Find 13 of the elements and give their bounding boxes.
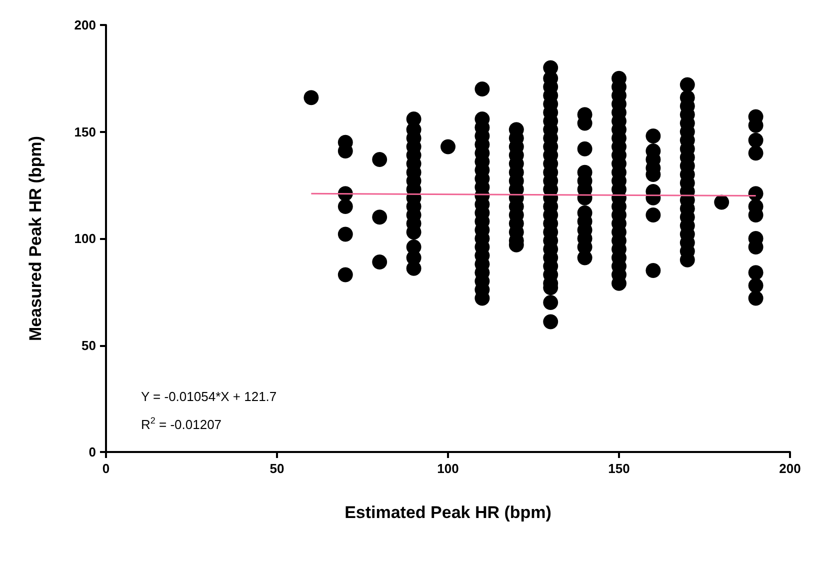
x-tick-label: 100 — [437, 461, 459, 476]
y-axis-title: Measured Peak HR (bpm) — [26, 136, 45, 341]
x-axis-title: Estimated Peak HR (bpm) — [344, 503, 552, 522]
y-tick-label: 200 — [74, 18, 96, 32]
annotation: Y = -0.01054*X + 121.7 — [141, 389, 277, 404]
y-tick-label: 0 — [88, 444, 96, 460]
y-tick-label: 100 — [74, 231, 96, 246]
x-tick-label: 150 — [608, 461, 630, 476]
x-tick-label: 0 — [102, 461, 110, 476]
y-tick-label: 150 — [74, 124, 96, 140]
y-tick-label: 50 — [82, 338, 96, 353]
x-tick-label: 50 — [270, 461, 284, 476]
x-tick-label: 200 — [779, 461, 801, 476]
